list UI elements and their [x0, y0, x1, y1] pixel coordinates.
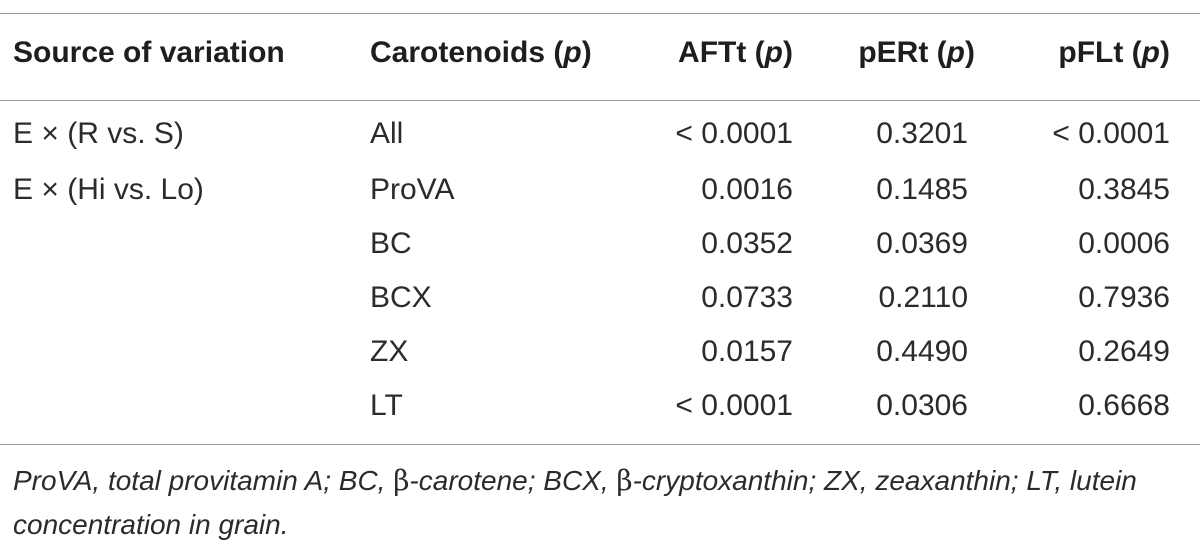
beta-symbol: β — [393, 464, 410, 497]
pert-cell: 0.4490 — [876, 335, 968, 368]
header-pert: pERt (p) — [858, 36, 975, 69]
pert-cell: 0.3201 — [876, 117, 968, 150]
source-label: E × (R vs. S) — [13, 117, 184, 150]
aftt-cell: 0.0352 — [701, 227, 793, 260]
pert-cell: 0.0369 — [876, 227, 968, 260]
pflt-cell: 0.7936 — [1078, 281, 1170, 314]
aftt-cell: < 0.0001 — [675, 117, 793, 150]
beta-symbol: β — [616, 464, 633, 497]
pflt-cell: 0.6668 — [1078, 389, 1170, 422]
carotenoid-cell: BCX — [370, 281, 432, 314]
pert-cell: 0.0306 — [876, 389, 968, 422]
aftt-cell: < 0.0001 — [675, 389, 793, 422]
pflt-cell: 0.0006 — [1078, 227, 1170, 260]
table-footnote: ProVA, total provitamin A; BC, β-caroten… — [13, 464, 1137, 540]
table-bottom-rule — [0, 444, 1200, 445]
carotenoid-cell: All — [370, 117, 404, 150]
pflt-cell: 0.2649 — [1078, 335, 1170, 368]
header-carotenoids: Carotenoids (p) — [370, 36, 592, 69]
source-label: E × (Hi vs. Lo) — [13, 173, 204, 206]
table-top-rule — [0, 13, 1200, 14]
header-source-of-variation: Source of variation — [13, 36, 285, 69]
aftt-cell: 0.0733 — [701, 281, 793, 314]
carotenoid-cell: ZX — [370, 335, 409, 368]
aftt-cell: 0.0016 — [701, 173, 793, 206]
pert-cell: 0.2110 — [878, 281, 968, 314]
header-aftt: AFTt (p) — [678, 36, 793, 69]
carotenoid-cell: BC — [370, 227, 412, 260]
pert-cell: 0.1485 — [876, 173, 968, 206]
header-pflt: pFLt (p) — [1058, 36, 1170, 69]
aftt-cell: 0.0157 — [701, 335, 793, 368]
carotenoid-cell: ProVA — [370, 173, 455, 206]
header-bottom-rule — [0, 100, 1200, 101]
pflt-cell: 0.3845 — [1078, 173, 1170, 206]
carotenoid-cell: LT — [370, 389, 403, 422]
pflt-cell: < 0.0001 — [1052, 117, 1170, 150]
